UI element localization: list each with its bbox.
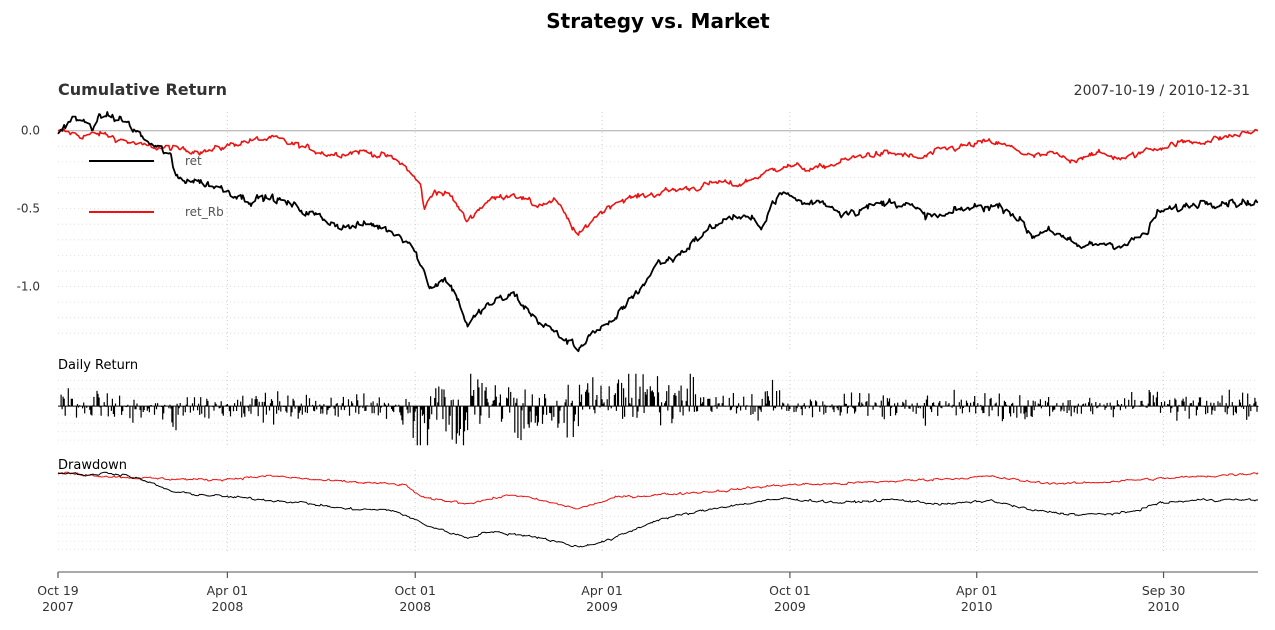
x-tick-label: Sep 30 — [1142, 583, 1185, 598]
series-line-ret_Rb — [57, 128, 1259, 236]
x-tick-label: Apr 01 — [581, 583, 623, 598]
y-tick-label: -1.0 — [17, 280, 40, 294]
x-tick-year: 2010 — [961, 599, 993, 614]
x-tick-year: 2007 — [42, 599, 74, 614]
y-tick-label: -0.5 — [17, 202, 40, 216]
drawdown-panel-title: Drawdown — [58, 458, 127, 473]
x-tick-year: 2010 — [1148, 599, 1180, 614]
grid — [58, 112, 1258, 552]
x-tick-label: Apr 01 — [956, 583, 998, 598]
x-tick-year: 2009 — [774, 599, 806, 614]
x-tick-label: Oct 01 — [394, 583, 436, 598]
y-tick-label: 0.0 — [21, 124, 40, 138]
cumulative-return-panel: 0.0 -0.5 -1.0 — [17, 111, 1259, 353]
drawdown-line-ret — [57, 471, 1259, 548]
cumulative-panel-title: Cumulative Return — [58, 80, 227, 99]
drawdown-panel — [57, 471, 1259, 548]
x-tick-year: 2009 — [586, 599, 618, 614]
legend: ret ret_Rb — [89, 154, 224, 219]
daily-panel-title: Daily Return — [58, 358, 138, 373]
drawdown-line-ret_Rb — [57, 471, 1259, 510]
x-tick-label: Oct 01 — [769, 583, 811, 598]
daily-return-panel — [58, 373, 1259, 446]
x-tick-year: 2008 — [399, 599, 431, 614]
x-tick-year: 2008 — [211, 599, 243, 614]
x-tick-label: Apr 01 — [207, 583, 249, 598]
legend-label-ret_Rb: ret_Rb — [185, 205, 224, 219]
series-line-ret — [57, 111, 1259, 353]
legend-label-ret: ret — [185, 154, 202, 168]
daily-return-bars — [60, 373, 1259, 446]
chart-title: Strategy vs. Market — [546, 9, 770, 33]
x-tick-label: Oct 19 — [37, 583, 79, 598]
date-range-label: 2007-10-19 / 2010-12-31 — [1074, 83, 1250, 99]
